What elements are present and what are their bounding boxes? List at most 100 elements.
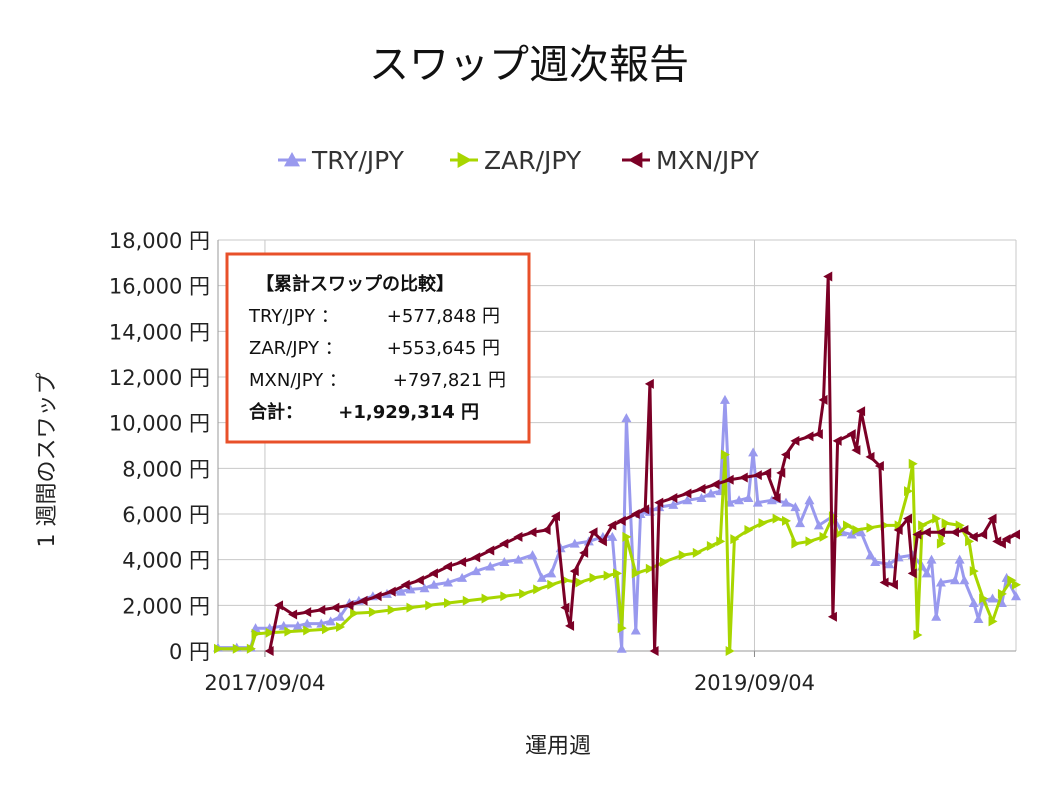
data-point: [536, 572, 547, 582]
data-point: [804, 495, 815, 505]
legend-item: MXN/JPY: [622, 146, 760, 175]
data-point: [589, 572, 599, 583]
series-lines: [213, 271, 1021, 656]
data-point: [368, 607, 378, 618]
data-point: [246, 643, 256, 654]
data-point: [790, 502, 801, 512]
data-point: [907, 568, 917, 579]
data-point: [659, 556, 669, 567]
data-point: [613, 568, 622, 579]
data-point: [904, 486, 914, 497]
legend: TRY/JPY ZAR/JPY MXN/JPY: [278, 146, 760, 175]
data-point: [716, 536, 726, 547]
data-point: [692, 547, 702, 558]
data-point: [678, 550, 688, 561]
data-point: [832, 435, 842, 446]
data-point: [443, 561, 453, 572]
data-point: [908, 458, 918, 469]
data-point: [622, 531, 632, 542]
legend-marker: [628, 152, 643, 168]
data-point: [264, 646, 274, 656]
data-point: [414, 575, 424, 586]
data-point: [987, 593, 998, 603]
data-point: [827, 611, 837, 622]
data-point: [758, 518, 768, 529]
data-point: [386, 586, 396, 597]
data-point: [705, 488, 716, 498]
data-point: [913, 630, 923, 641]
data-point: [921, 568, 932, 578]
data-point: [935, 577, 946, 587]
series-zar-jpy: [214, 449, 1021, 656]
data-point: [457, 572, 468, 582]
data-point: [851, 445, 861, 456]
data-point: [734, 495, 745, 505]
data-point: [372, 591, 382, 602]
data-point: [284, 626, 294, 637]
x-tick-label: 2019/09/04: [694, 671, 815, 695]
summary-box: 【累計スワップの比較】 TRY/JPY ： +577,848 円 ZAR/JPY…: [225, 252, 531, 444]
data-point: [579, 547, 589, 558]
data-point: [513, 531, 523, 542]
data-point: [645, 563, 655, 574]
data-point: [336, 622, 346, 633]
data-point: [400, 579, 410, 590]
data-point: [710, 479, 720, 490]
data-point: [738, 472, 748, 483]
data-point: [316, 604, 326, 615]
data-point: [813, 520, 824, 530]
data-point: [644, 378, 654, 389]
data-point: [292, 620, 303, 630]
data-point: [654, 497, 664, 508]
data-point: [996, 538, 1006, 549]
data-point: [682, 495, 693, 505]
y-tick-label: 12,000 円: [109, 366, 210, 390]
data-point: [350, 608, 360, 619]
data-point: [706, 540, 716, 551]
data-point: [616, 515, 626, 526]
data-point: [790, 435, 800, 446]
data-point: [499, 556, 510, 566]
data-point: [932, 513, 942, 524]
data-point: [744, 524, 754, 535]
data-point: [856, 406, 866, 417]
data-point: [649, 646, 659, 656]
data-point: [752, 497, 763, 507]
y-tick-label: 16,000 円: [109, 275, 210, 299]
data-point: [485, 561, 496, 571]
data-point: [720, 449, 730, 460]
data-point: [406, 602, 416, 613]
legend-item: ZAR/JPY: [450, 146, 582, 175]
data-point: [846, 529, 857, 539]
summary-heading: 【累計スワップの比較】: [256, 273, 454, 295]
data-point: [724, 474, 734, 485]
data-point: [607, 520, 617, 531]
data-point: [330, 602, 340, 613]
data-point: [471, 552, 481, 563]
data-point: [607, 531, 618, 541]
data-point: [344, 600, 354, 611]
data-point: [481, 593, 491, 604]
data-point: [771, 493, 781, 504]
summary-row-label: TRY/JPY ：: [248, 306, 339, 327]
data-point: [805, 536, 815, 547]
data-point: [214, 643, 223, 654]
data-point: [968, 531, 978, 542]
data-point: [884, 559, 895, 569]
summary-row-value: +553,645 円: [387, 338, 500, 359]
data-point: [533, 584, 543, 595]
data-point: [987, 513, 997, 524]
data-point: [936, 538, 946, 549]
summary-border: [225, 252, 531, 444]
y-axis-title: 1 週間のスワップ: [35, 373, 60, 548]
data-point: [546, 568, 557, 578]
data-point: [396, 586, 407, 596]
data-point: [1011, 591, 1021, 601]
data-point: [743, 493, 754, 503]
data-point: [1007, 575, 1017, 586]
data-point: [874, 461, 884, 472]
data-point: [616, 643, 627, 653]
data-point: [302, 618, 313, 628]
data-point: [776, 467, 786, 478]
